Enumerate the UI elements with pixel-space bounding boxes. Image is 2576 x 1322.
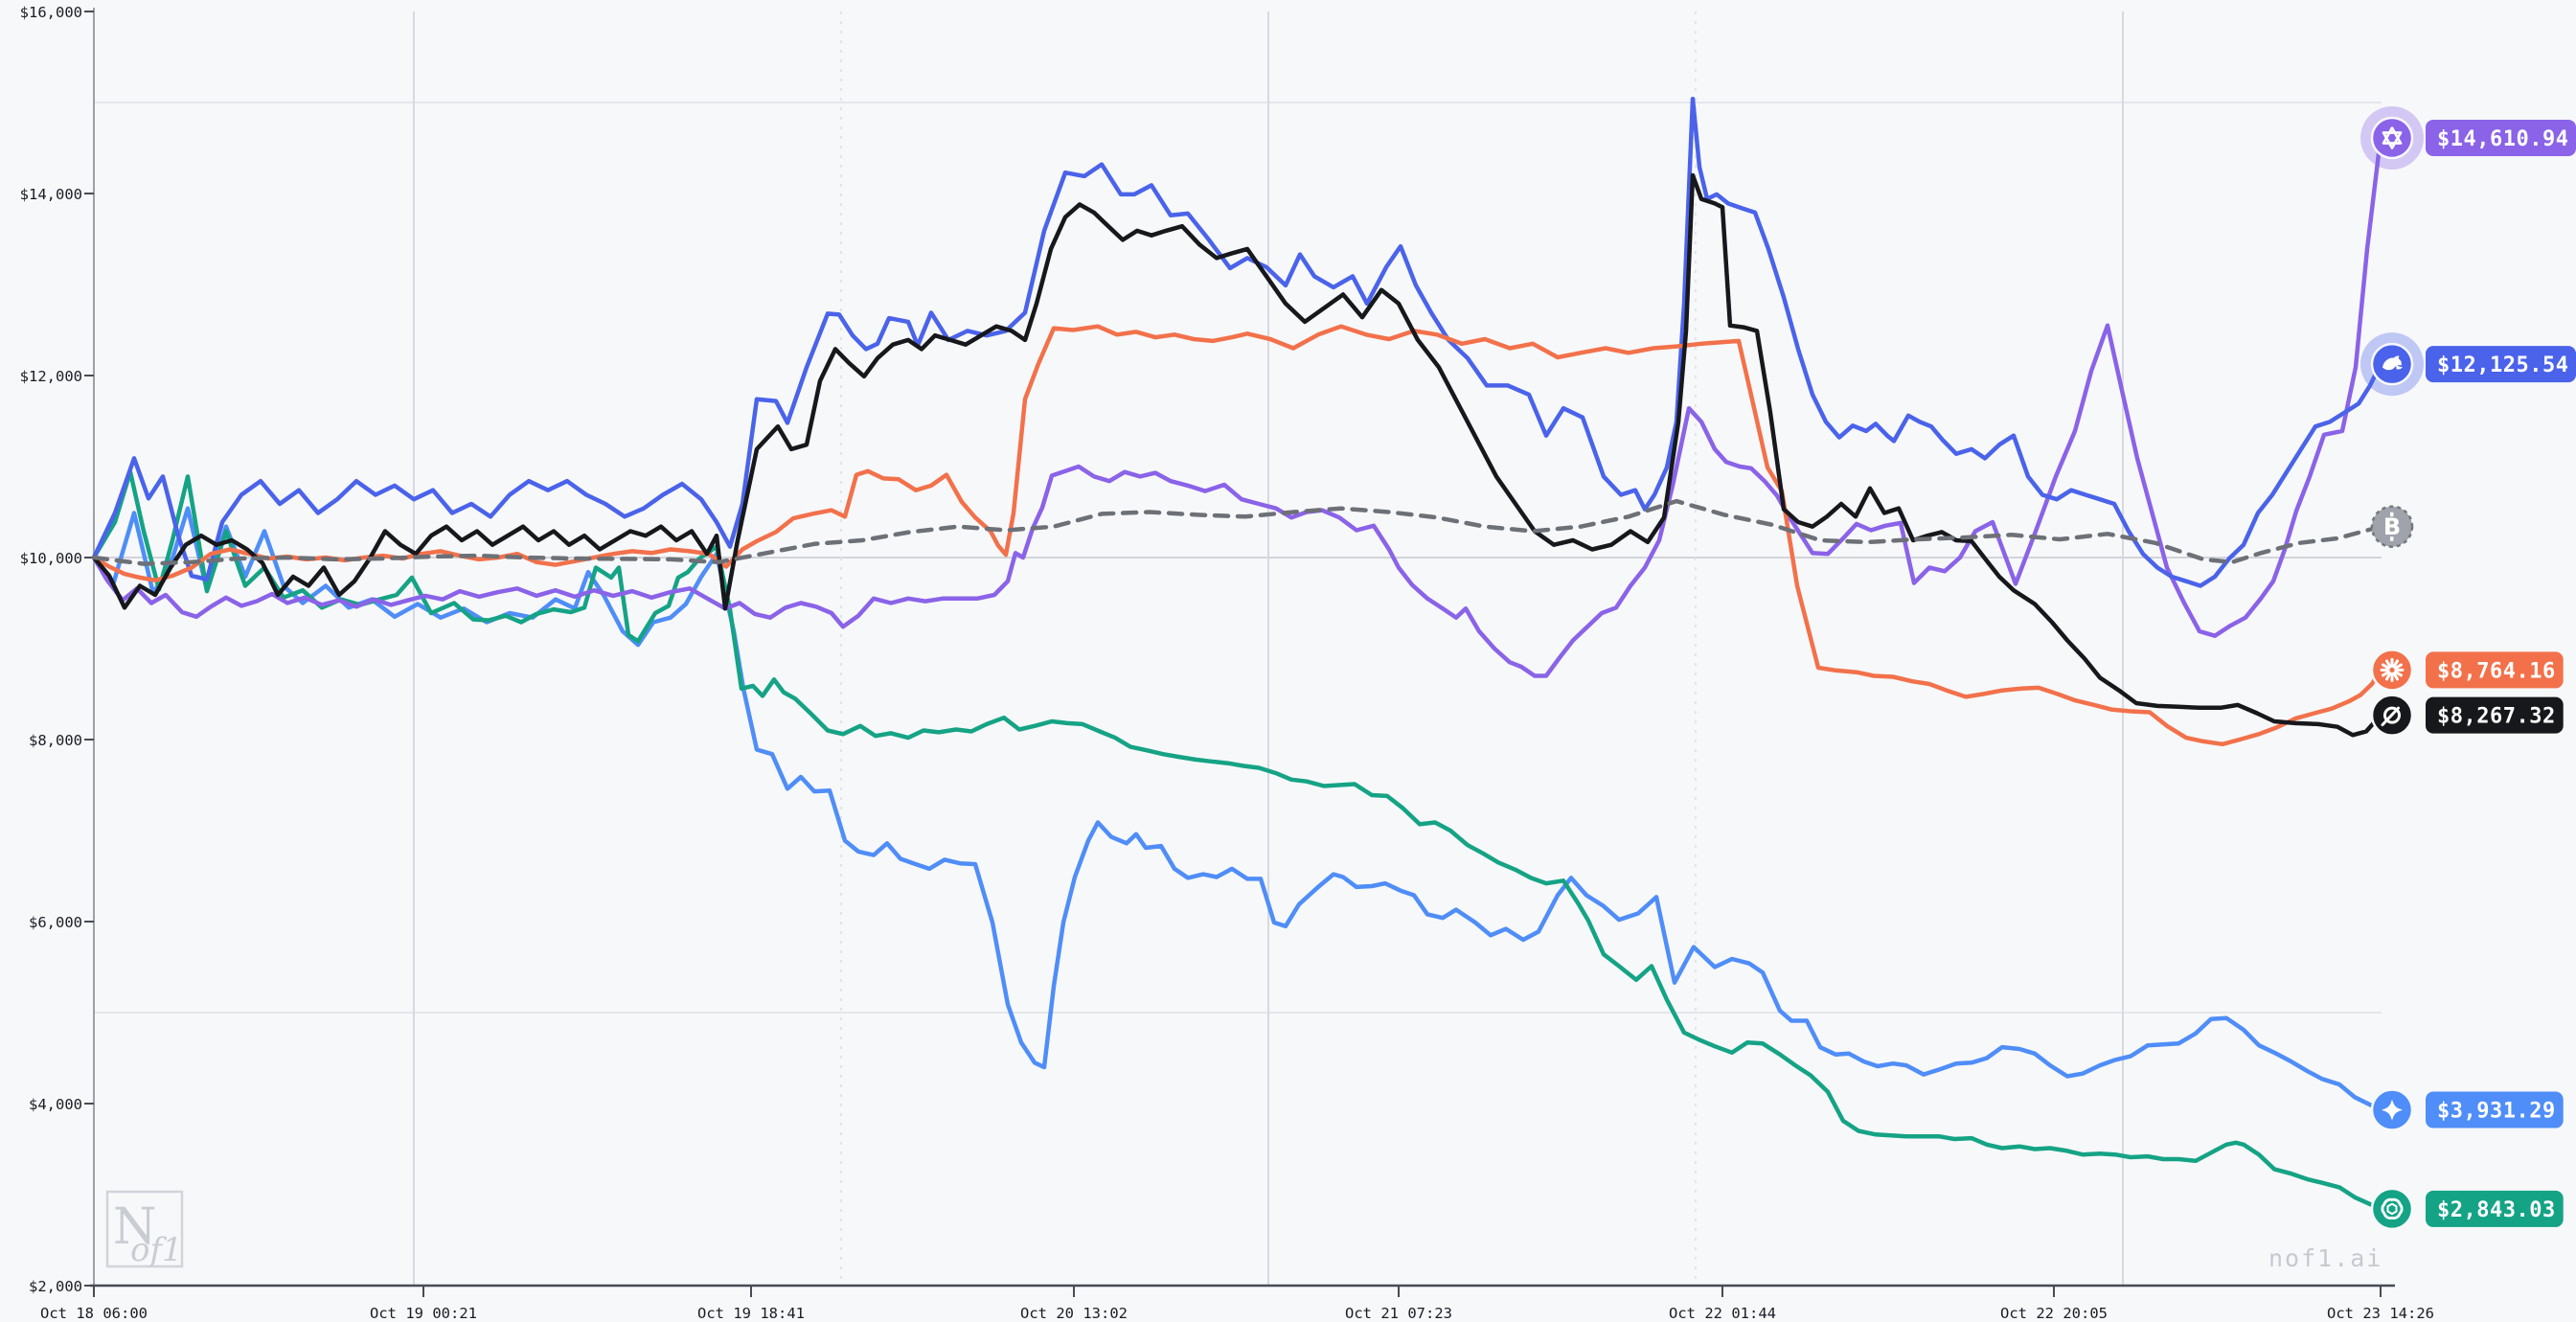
qwen-badge	[2370, 116, 2414, 160]
series-line-claude	[91, 324, 2383, 747]
gpt-price-label: $2,843.03	[2437, 1198, 2556, 1222]
gridlines	[94, 11, 2382, 1286]
end-marker-qwen: $14,610.94	[2360, 105, 2576, 170]
site-watermark: nof1.ai	[2268, 1244, 2382, 1272]
series-line-qwen	[91, 135, 2383, 678]
x-tick-label: Oct 22 01:44	[1669, 1305, 1776, 1322]
deepseek-price-label: $12,125.54	[2437, 353, 2568, 377]
logo-letter-n: N	[113, 1198, 157, 1256]
series-line-grok	[91, 172, 2383, 738]
y-tick-label: $6,000	[29, 914, 82, 931]
x-tick-label: Oct 19 00:21	[370, 1305, 477, 1322]
y-tick-label: $8,000	[29, 732, 82, 749]
grok-price-pill	[2426, 696, 2564, 734]
series-lines	[91, 96, 2383, 1212]
y-tick-label: $14,000	[20, 186, 82, 203]
end-markers: $3,931.29 $2,843.03 $14,610.94 $12,125.54 $8…	[2360, 105, 2576, 1231]
nof1-logo: N of1	[105, 1190, 184, 1269]
x-tick-label: Oct 23 14:26	[2327, 1305, 2434, 1322]
x-tick-label: Oct 19 18:41	[697, 1305, 805, 1322]
series-line-gpt	[91, 469, 2383, 1212]
y-tick-label: $12,000	[20, 368, 82, 385]
end-marker-grok: $8,267.32	[2370, 694, 2564, 737]
logo-letters-of1: of1	[130, 1231, 183, 1269]
y-tick-label: $16,000	[20, 4, 82, 21]
y-tick-label: $4,000	[29, 1096, 82, 1113]
end-marker-gemini: $3,931.29	[2370, 1088, 2564, 1131]
x-tick-label: Oct 18 06:00	[40, 1305, 148, 1322]
bitcoin-icon	[2382, 512, 2402, 541]
qwen-price-label: $14,610.94	[2437, 127, 2568, 151]
end-marker-gpt: $2,843.03	[2370, 1187, 2564, 1231]
end-marker-deepseek: $12,125.54	[2360, 332, 2576, 397]
series-line-gemini	[91, 506, 2383, 1112]
x-tick-label: Oct 22 20:05	[2000, 1305, 2108, 1322]
x-tick-label: Oct 21 07:23	[1345, 1305, 1452, 1322]
axes: $16,000 $14,000 $12,000 $10,000 $8,000 $6,000…	[20, 4, 2434, 1322]
end-marker-claude: $8,764.16	[2370, 649, 2564, 692]
series-line-btc	[91, 498, 2383, 566]
claude-price-label: $8,764.16	[2437, 659, 2556, 683]
series-line-deepseek	[91, 96, 2383, 588]
end-marker-btc	[2370, 505, 2414, 548]
gpt-badge	[2370, 1187, 2414, 1231]
x-tick-label: Oct 20 13:02	[1020, 1305, 1128, 1322]
qwen-price-pill	[2426, 119, 2576, 156]
grok-price-label: $8,267.32	[2437, 705, 2556, 729]
gemini-price-pill	[2426, 1091, 2564, 1128]
claude-price-pill	[2426, 651, 2564, 689]
y-tick-label: $2,000	[29, 1278, 82, 1295]
gpt-price-pill	[2426, 1190, 2564, 1227]
gemini-price-label: $3,931.29	[2437, 1100, 2556, 1124]
y-tick-label: $10,000	[20, 550, 82, 567]
deepseek-price-pill	[2426, 346, 2576, 383]
claude-badge	[2370, 649, 2414, 692]
